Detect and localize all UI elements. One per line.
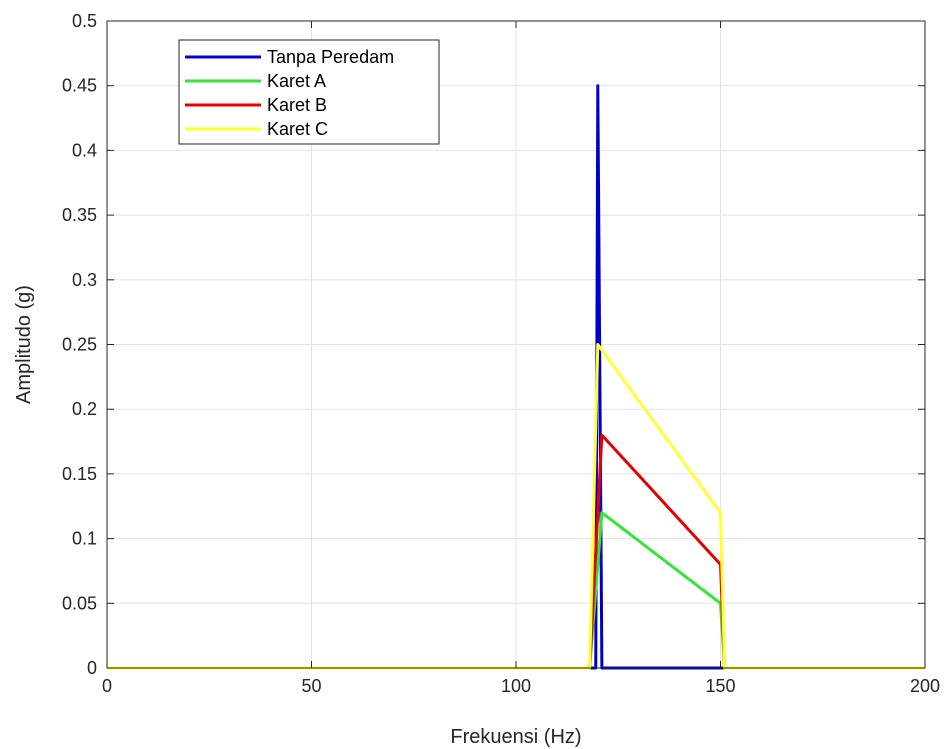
x-axis-label: Frekuensi (Hz): [450, 726, 581, 748]
y-tick-label: 0.25: [62, 335, 97, 355]
x-tick-label: 150: [705, 676, 735, 696]
y-tick-label: 0.45: [62, 76, 97, 96]
legend-entry-label: Karet A: [267, 71, 326, 91]
y-tick-label: 0.15: [62, 464, 97, 484]
y-tick-label: 0.5: [72, 11, 97, 31]
x-tick-label: 200: [910, 676, 940, 696]
y-tick-label: 0.05: [62, 593, 97, 613]
legend-entry-label: Karet B: [267, 95, 327, 115]
y-tick-label: 0.4: [72, 140, 97, 160]
y-tick-label: 0.1: [72, 529, 97, 549]
ticks: 0 50 100 150 200 0 0.05 0.1 0.15 0.2 0.25 0.3 0.35 0.…: [62, 11, 940, 696]
x-tick-label: 0: [102, 676, 112, 696]
y-tick-label: 0.2: [72, 399, 97, 419]
legend-entry-label: Tanpa Peredam: [267, 47, 394, 67]
legend: Tanpa Peredam Karet A Karet B Karet C: [178, 39, 440, 145]
y-tick-label: 0.3: [72, 270, 97, 290]
x-tick-label: 50: [301, 676, 321, 696]
x-tick-label: 100: [501, 676, 531, 696]
y-tick-label: 0.35: [62, 205, 97, 225]
y-tick-label: 0: [87, 658, 97, 678]
y-axis-label: Amplitudo (g): [13, 285, 35, 404]
legend-entry-label: Karet C: [267, 119, 328, 139]
